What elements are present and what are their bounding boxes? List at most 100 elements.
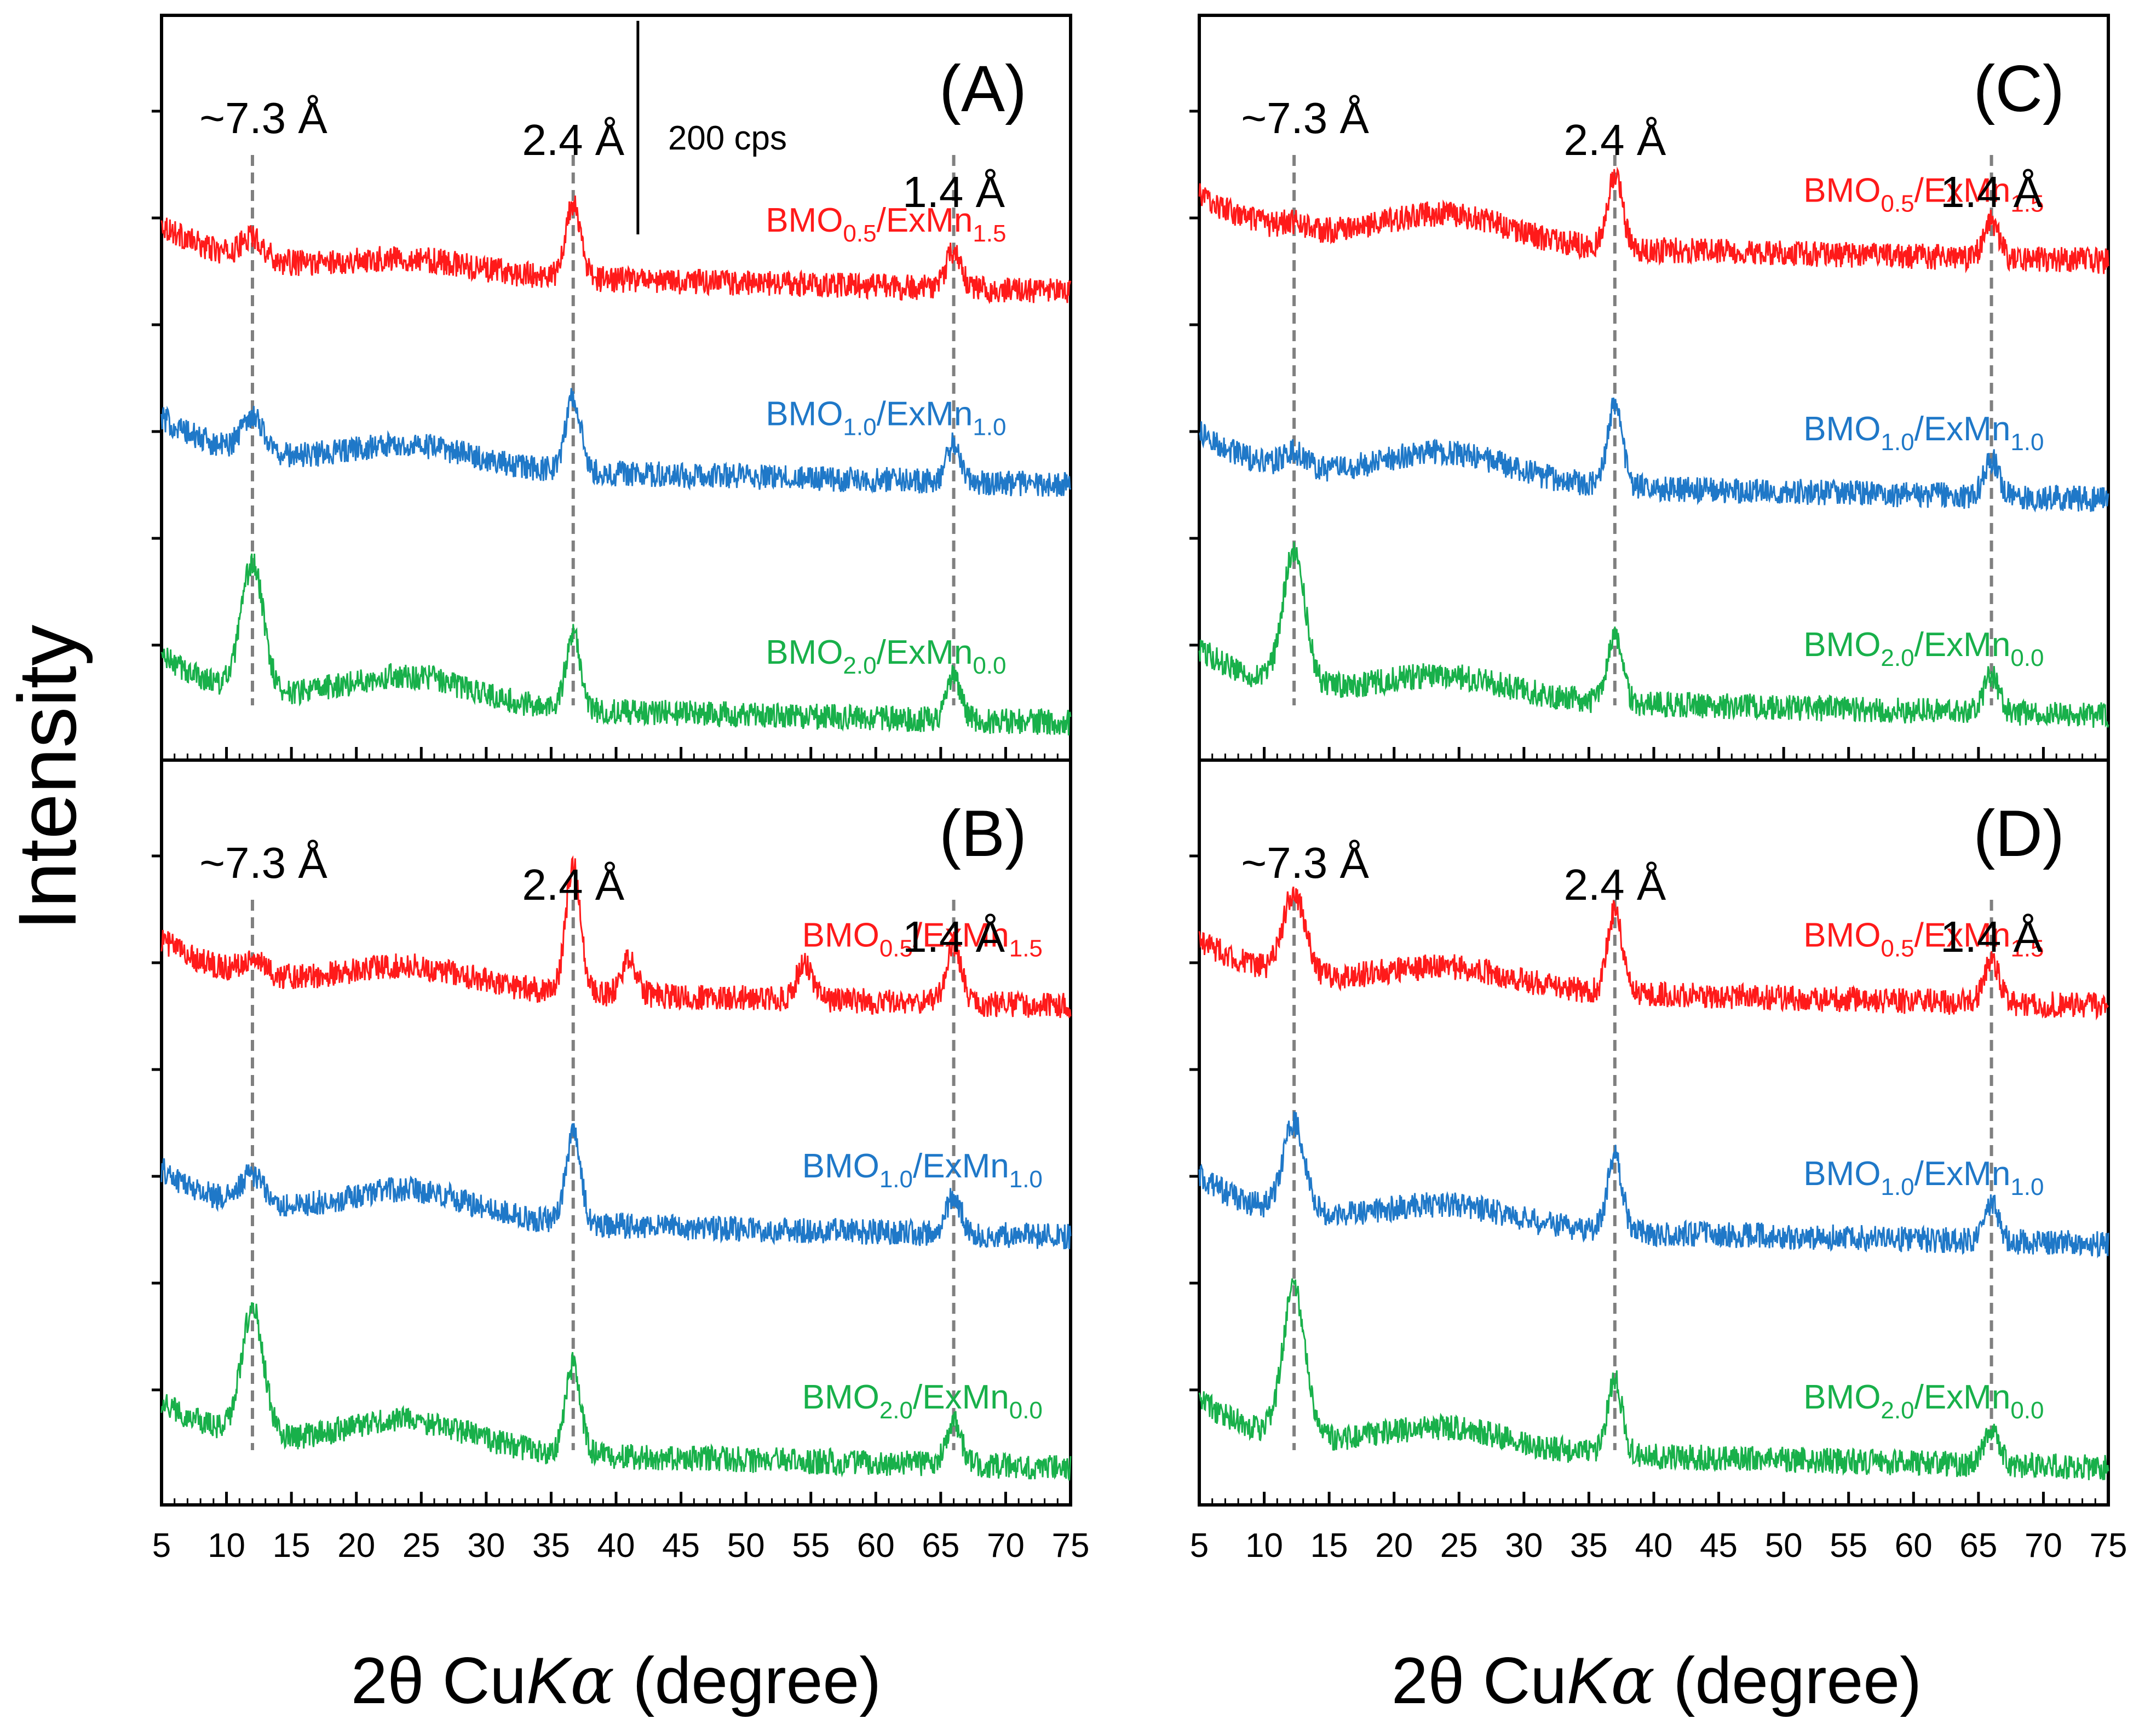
peak-annotation: 2.4 Å: [1563, 116, 1666, 164]
series-label-part: /ExMn: [877, 634, 973, 671]
series-label-part: BMO: [1803, 172, 1881, 210]
series-label-part: /ExMn: [1914, 410, 2011, 448]
x-axis-label-right-k: K: [1567, 1644, 1613, 1717]
xrd-trace: [1198, 542, 2109, 728]
x-tick-label: 70: [987, 1527, 1025, 1565]
series-label-sub: 0.0: [1009, 1397, 1043, 1424]
series-label-sub: 2.0: [879, 1397, 913, 1424]
x-tick-label: 75: [2090, 1527, 2128, 1565]
series-label-part: /ExMn: [877, 202, 973, 239]
series-label-part: /ExMn: [1914, 917, 2011, 955]
peak-annotation: 1.4 Å: [902, 912, 1005, 961]
x-tick-label: 65: [922, 1527, 959, 1565]
series-label-sub: 1.5: [1009, 935, 1043, 962]
series-label: BMO1.0/ExMn1.0: [1803, 1155, 2044, 1200]
series-label-sub: 0.5: [879, 935, 913, 962]
x-tick-label: 20: [337, 1527, 375, 1565]
series-label: BMO2.0/ExMn0.0: [802, 1378, 1043, 1424]
xrd-trace: [160, 855, 1072, 1018]
x-tick-label: 55: [1830, 1527, 1867, 1565]
peak-annotation: ~7.3 Å: [1241, 838, 1369, 887]
series-label-sub: 2.0: [1881, 1397, 1914, 1424]
series-label-part: /ExMn: [1914, 626, 2011, 664]
x-axis-label-left-suffix: (degree): [614, 1644, 881, 1717]
series-label: BMO1.0/ExMn1.0: [1803, 410, 2044, 456]
x-tick-label: 30: [1505, 1527, 1543, 1565]
series-label-sub: 2.0: [1881, 645, 1914, 671]
x-axis-label-right-prefix: 2θ Cu: [1392, 1644, 1567, 1717]
series-label-part: /ExMn: [877, 395, 973, 433]
xrd-trace: [1198, 166, 2109, 274]
xrd-trace: [1198, 1278, 2109, 1480]
series-label-sub: 0.0: [973, 652, 1006, 679]
series-label-part: /ExMn: [913, 917, 1009, 955]
panels: BMO0.5/ExMn1.5BMO1.0/ExMn1.0BMO2.0/ExMn0…: [152, 14, 2128, 1565]
xrd-trace: [160, 1302, 1072, 1481]
scale-bar-label: 200 cps: [668, 119, 787, 157]
series-label-part: /ExMn: [1914, 1155, 2011, 1193]
panel-label: (A): [939, 52, 1027, 125]
panel-b: 5 10 15 20 25 30 35 40 45 50 55 60 65 70 75BMO0.5/ExMn…: [152, 758, 1089, 1565]
series-label: BMO2.0/ExMn0.0: [766, 634, 1006, 679]
x-tick-label: 15: [1310, 1527, 1348, 1565]
x-tick-label: 15: [273, 1527, 311, 1565]
xrd-trace: [160, 553, 1072, 735]
x-axis-label-left-prefix: 2θ Cu: [351, 1644, 526, 1717]
x-tick-label: 35: [1570, 1527, 1608, 1565]
x-axis-label-right-alpha: α: [1611, 1643, 1655, 1719]
xrd-trace: [1198, 397, 2109, 513]
series-label-part: BMO: [802, 917, 879, 955]
series-label-sub: 0.0: [2010, 645, 2044, 671]
x-tick-label: 5: [1190, 1527, 1209, 1565]
panel-label: (D): [1973, 797, 2065, 870]
series-label-part: /ExMn: [1914, 1378, 2011, 1416]
series-label-part: BMO: [1803, 626, 1881, 664]
x-tick-label: 25: [403, 1527, 440, 1565]
xrd-trace: [160, 196, 1072, 304]
x-tick-label: 35: [532, 1527, 570, 1565]
series-label-part: BMO: [802, 1378, 879, 1416]
xrd-trace: [160, 1123, 1072, 1250]
y-axis-label: Intensity: [1, 625, 93, 931]
peak-annotation: ~7.3 Å: [1241, 94, 1369, 142]
x-tick-label: 50: [1765, 1527, 1803, 1565]
series-label-sub: 0.5: [843, 220, 876, 247]
xrd-trace: [1198, 1111, 2109, 1259]
series-label-sub: 1.0: [879, 1166, 913, 1193]
x-tick-label: 25: [1440, 1527, 1478, 1565]
x-tick-label: 40: [597, 1527, 635, 1565]
series-label-part: BMO: [1803, 1155, 1881, 1193]
x-tick-label: 40: [1635, 1527, 1673, 1565]
x-tick-label: 60: [1895, 1527, 1933, 1565]
series-label: BMO1.0/ExMn1.0: [766, 395, 1006, 441]
panel-c: BMO0.5/ExMn1.5BMO1.0/ExMn1.0BMO2.0/ExMn0…: [1189, 14, 2110, 762]
series-label-sub: 1.0: [2010, 1174, 2044, 1200]
x-axis-label-left-alpha: α: [570, 1643, 614, 1719]
x-tick-label: 5: [152, 1527, 171, 1565]
series-label: BMO2.0/ExMn0.0: [1803, 626, 2044, 671]
series-label-sub: 1.0: [843, 414, 876, 441]
x-axis-label-right-suffix: (degree): [1655, 1644, 1922, 1717]
series-label-part: BMO: [1803, 410, 1881, 448]
series-label-sub: 2.0: [843, 652, 876, 679]
series-label: BMO0.5/ExMn1.5: [802, 917, 1043, 962]
series-label: BMO2.0/ExMn0.0: [1803, 1378, 2044, 1424]
x-tick-label: 20: [1375, 1527, 1413, 1565]
series-label-sub: 1.5: [2010, 191, 2044, 217]
series-label-sub: 1.0: [1881, 429, 1914, 456]
x-tick-label: 50: [727, 1527, 765, 1565]
series-label: BMO0.5/ExMn1.5: [1803, 172, 2044, 217]
series-label-part: BMO: [766, 634, 843, 671]
series-label-sub: 1.5: [973, 220, 1006, 247]
x-tick-label: 10: [208, 1527, 245, 1565]
x-axis-label-right: 2θ CuKα (degree): [1392, 1643, 1922, 1719]
x-tick-label: 30: [467, 1527, 505, 1565]
series-label-sub: 0.5: [1881, 935, 1914, 962]
series-label-part: BMO: [766, 395, 843, 433]
peak-annotation: 1.4 Å: [902, 168, 1005, 216]
series-label-sub: 1.5: [2010, 935, 2044, 962]
series-label-part: /ExMn: [913, 1147, 1009, 1185]
peak-annotation: 2.4 Å: [522, 116, 624, 164]
peak-annotation: 1.4 Å: [1940, 912, 2043, 961]
